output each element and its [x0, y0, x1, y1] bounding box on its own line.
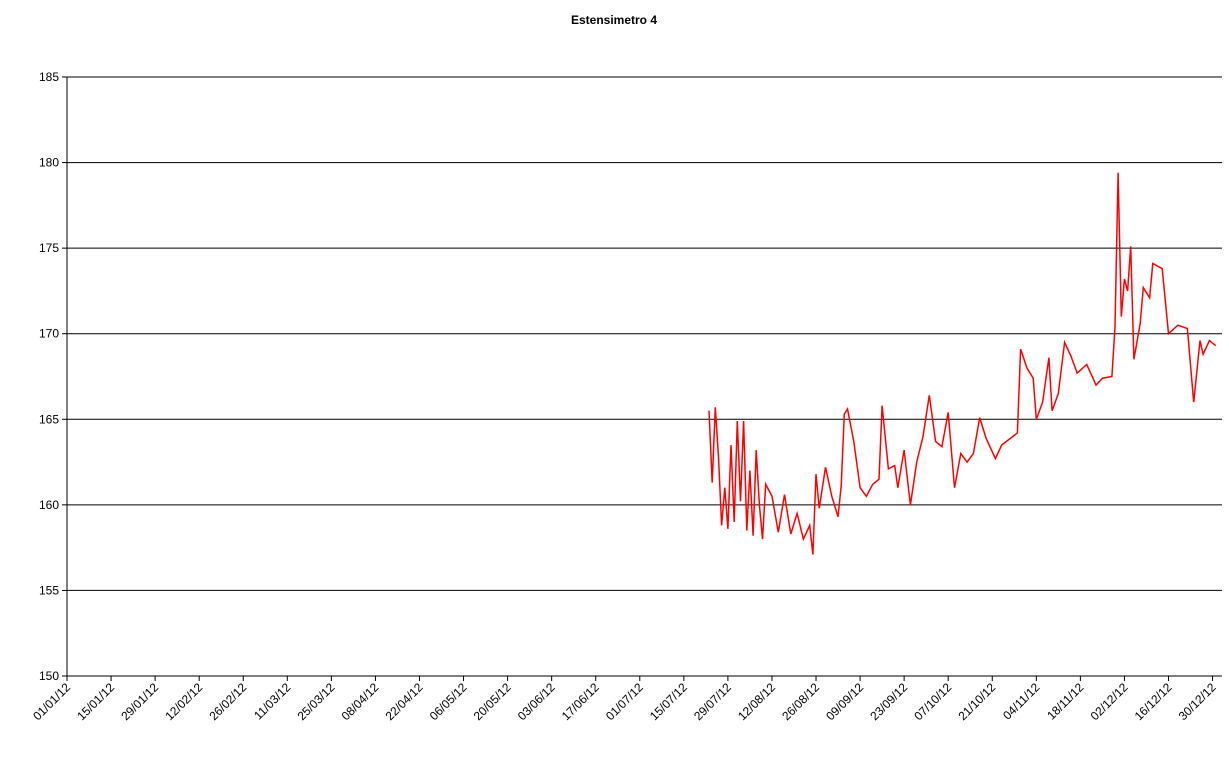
x-tick-label: 12/08/12: [735, 680, 778, 723]
x-tick-label: 11/03/12: [251, 680, 294, 723]
x-tick-label: 29/07/12: [691, 680, 734, 723]
x-tick-label: 18/11/12: [1044, 680, 1087, 723]
y-tick-label: 160: [39, 498, 59, 512]
x-tick-label: 01/07/12: [603, 680, 646, 723]
x-tick-label: 25/03/12: [295, 680, 338, 723]
x-tick-label: 21/10/12: [955, 680, 998, 723]
x-tick-label: 20/05/12: [471, 680, 514, 723]
x-tick-label: 07/10/12: [911, 680, 954, 723]
x-tick-label: 02/12/12: [1088, 680, 1131, 723]
y-tick-label: 170: [39, 327, 59, 341]
x-tick-label: 30/12/12: [1176, 680, 1219, 723]
y-tick-label: 175: [39, 241, 59, 255]
y-tick-label: 165: [39, 412, 59, 426]
x-tick-label: 17/06/12: [559, 680, 602, 723]
x-tick-label: 03/06/12: [515, 680, 558, 723]
chart-title: Estensimetro 4: [571, 13, 657, 27]
x-tick-label: 08/04/12: [339, 680, 382, 723]
y-tick-label: 150: [39, 669, 59, 683]
x-tick-label: 15/07/12: [647, 680, 690, 723]
x-tick-label: 22/04/12: [383, 680, 426, 723]
x-tick-label: 09/09/12: [823, 680, 866, 723]
y-tick-label: 180: [39, 156, 59, 170]
x-tick-label: 06/05/12: [427, 680, 470, 723]
x-tick-label: 01/01/12: [30, 680, 73, 723]
x-tick-label: 29/01/12: [118, 680, 161, 723]
data-line: [708, 172, 1217, 555]
x-tick-label: 26/08/12: [779, 680, 822, 723]
x-tick-label: 26/02/12: [206, 680, 249, 723]
y-tick-label: 155: [39, 583, 59, 597]
x-tick-label: 04/11/12: [1000, 680, 1043, 723]
x-tick-label: 23/09/12: [867, 680, 910, 723]
y-tick-label: 185: [39, 70, 59, 84]
x-tick-label: 15/01/12: [74, 680, 117, 723]
x-tick-label: 16/12/12: [1132, 680, 1175, 723]
x-tick-label: 12/02/12: [162, 680, 205, 723]
